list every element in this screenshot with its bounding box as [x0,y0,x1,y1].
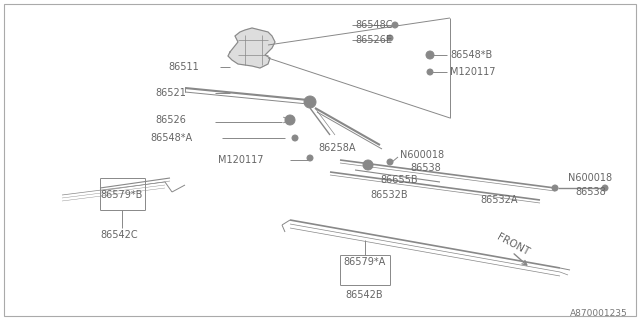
Circle shape [392,22,398,28]
Text: 86521: 86521 [155,88,186,98]
Text: A870001235: A870001235 [570,308,628,317]
Circle shape [388,161,392,164]
Text: 86548*A: 86548*A [150,133,192,143]
Text: 86526: 86526 [155,115,186,125]
Circle shape [307,99,313,105]
Circle shape [387,159,393,165]
Circle shape [602,185,608,191]
Text: 86511: 86511 [168,62,199,72]
Text: 86532A: 86532A [480,195,518,205]
Circle shape [248,43,258,53]
Circle shape [428,53,432,57]
Text: 86538: 86538 [410,163,441,173]
Text: 86526E: 86526E [355,35,392,45]
Text: FRONT: FRONT [495,232,531,258]
Polygon shape [228,28,275,68]
Text: N600018: N600018 [400,150,444,160]
Circle shape [429,70,431,74]
Circle shape [251,46,255,50]
Circle shape [285,115,295,125]
Circle shape [304,96,316,108]
Text: 86538: 86538 [575,187,605,197]
Text: 86548*B: 86548*B [450,50,492,60]
Text: 86542C: 86542C [100,230,138,240]
Circle shape [307,155,313,161]
Circle shape [308,156,312,159]
Text: 86655B: 86655B [380,175,418,185]
Text: N600018: N600018 [568,173,612,183]
Text: 86579*B: 86579*B [100,190,142,200]
Circle shape [292,135,298,141]
Text: 86542B: 86542B [345,290,383,300]
Text: M120117: M120117 [218,155,264,165]
Text: 86548C: 86548C [355,20,392,30]
Circle shape [387,35,393,41]
Circle shape [552,185,558,191]
Circle shape [366,163,370,167]
Circle shape [554,187,557,189]
Circle shape [363,160,373,170]
Text: 86532B: 86532B [370,190,408,200]
Circle shape [426,51,434,59]
Text: 86258A: 86258A [318,143,355,153]
Text: M120117: M120117 [450,67,495,77]
Text: 86579*A: 86579*A [343,257,385,267]
Circle shape [427,69,433,75]
